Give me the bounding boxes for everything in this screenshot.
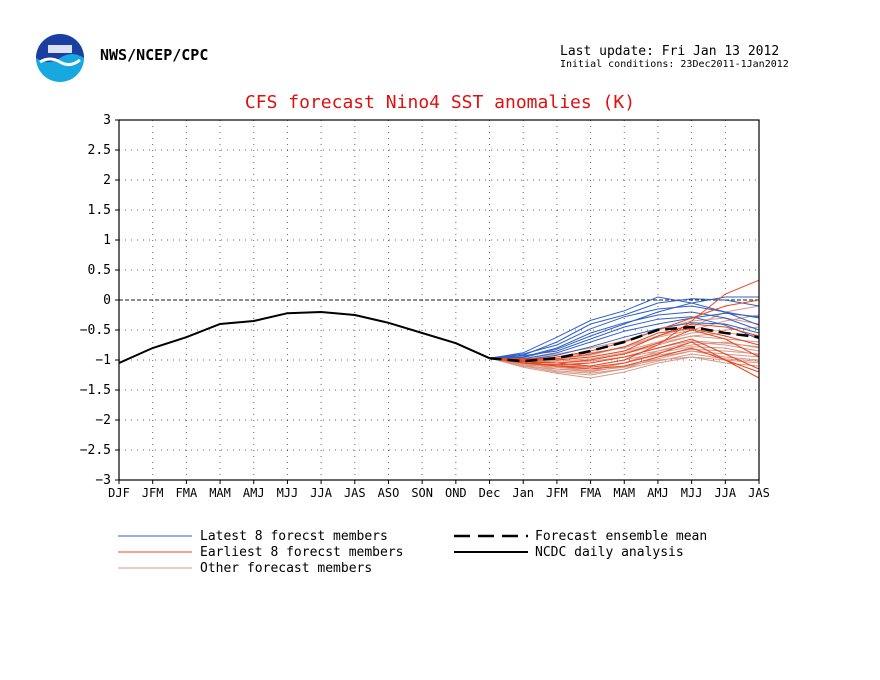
y-tick-label: −0.5 xyxy=(80,323,111,338)
series-line-earliest-member xyxy=(489,347,760,373)
series-line-ensemble-mean xyxy=(489,325,760,363)
chart-title: CFS forecast Nino4 SST anomalies (K) xyxy=(245,92,635,113)
x-tick-label: AMJ xyxy=(243,486,265,500)
x-tick-label: MJJ xyxy=(681,486,703,500)
x-tick-label: Jan xyxy=(512,486,534,500)
x-tick-label: JJA xyxy=(310,486,332,500)
y-tick-label: 1 xyxy=(103,233,111,248)
y-tick-label: 2.5 xyxy=(88,143,111,158)
initial-conditions-label: Initial conditions: 23Dec2011-1Jan2012 xyxy=(560,59,789,70)
series-line-latest-member xyxy=(489,296,759,359)
y-tick-label: 0 xyxy=(103,293,111,308)
series-layer xyxy=(118,279,760,379)
last-update-label: Last update: Fri Jan 13 2012 xyxy=(560,44,780,59)
x-tick-label: SON xyxy=(411,486,433,500)
series-line-other-member xyxy=(489,356,760,379)
x-tick-label: ASO xyxy=(378,486,400,500)
x-tick-label: MAM xyxy=(209,486,231,500)
organization-label: NWS/NCEP/CPC xyxy=(100,46,209,64)
series-line-latest-member xyxy=(489,316,760,359)
y-tick-label: −1.5 xyxy=(80,383,111,398)
series-line-earliest-member xyxy=(489,329,760,364)
x-tick-label: MAM xyxy=(613,486,635,500)
plot-frame xyxy=(118,119,760,481)
series-line-earliest-member xyxy=(489,338,760,370)
x-tick-label: FMA xyxy=(580,486,602,500)
y-axis: 3 2.5 2 1.5 1 0.5 0 −0.5 −1 −1.5 −2 −2.5 −3 xyxy=(80,113,119,488)
x-tick-label: FMA xyxy=(176,486,198,500)
noaa-logo xyxy=(36,34,84,82)
legend-label-latest: Latest 8 forecst members xyxy=(200,529,388,544)
x-tick-label: OND xyxy=(445,486,467,500)
x-tick-label: AMJ xyxy=(647,486,669,500)
x-tick-label: JFM xyxy=(546,486,568,500)
y-tick-label: −2 xyxy=(95,413,111,428)
legend-label-earliest: Earliest 8 forecst members xyxy=(200,545,404,560)
grid-lines xyxy=(119,120,759,480)
x-tick-label: JFM xyxy=(142,486,164,500)
y-tick-label: −1 xyxy=(95,353,111,368)
legend-label-analysis: NCDC daily analysis xyxy=(535,545,684,560)
series-line-earliest-member xyxy=(489,328,760,360)
y-tick-label: −3 xyxy=(95,473,111,488)
series-line-analysis xyxy=(118,310,490,364)
series-line-latest-member xyxy=(489,312,760,360)
x-tick-label: JJA xyxy=(714,486,736,500)
x-tick-label: JAS xyxy=(344,486,366,500)
y-tick-label: 3 xyxy=(103,113,111,128)
series-line-other-member xyxy=(489,353,760,374)
y-tick-label: 2 xyxy=(103,173,111,188)
x-tick-label: Dec xyxy=(479,486,501,500)
x-axis: DJF JFM FMA MAM AMJ MJJ JJA JAS ASO SON OND Dec Jan J… xyxy=(108,480,770,500)
legend-label-mean: Forecast ensemble mean xyxy=(535,529,707,544)
legend-label-other: Other forecast members xyxy=(200,561,372,576)
x-tick-label: MJJ xyxy=(277,486,299,500)
legend: Latest 8 forecst members Earliest 8 fore… xyxy=(118,529,707,576)
x-tick-label: JAS xyxy=(748,486,770,500)
y-tick-label: −2.5 xyxy=(80,443,111,458)
y-tick-label: 1.5 xyxy=(88,203,111,218)
y-tick-label: 0.5 xyxy=(88,263,111,278)
series-line-latest-member xyxy=(489,296,760,359)
x-tick-label: DJF xyxy=(108,486,130,500)
